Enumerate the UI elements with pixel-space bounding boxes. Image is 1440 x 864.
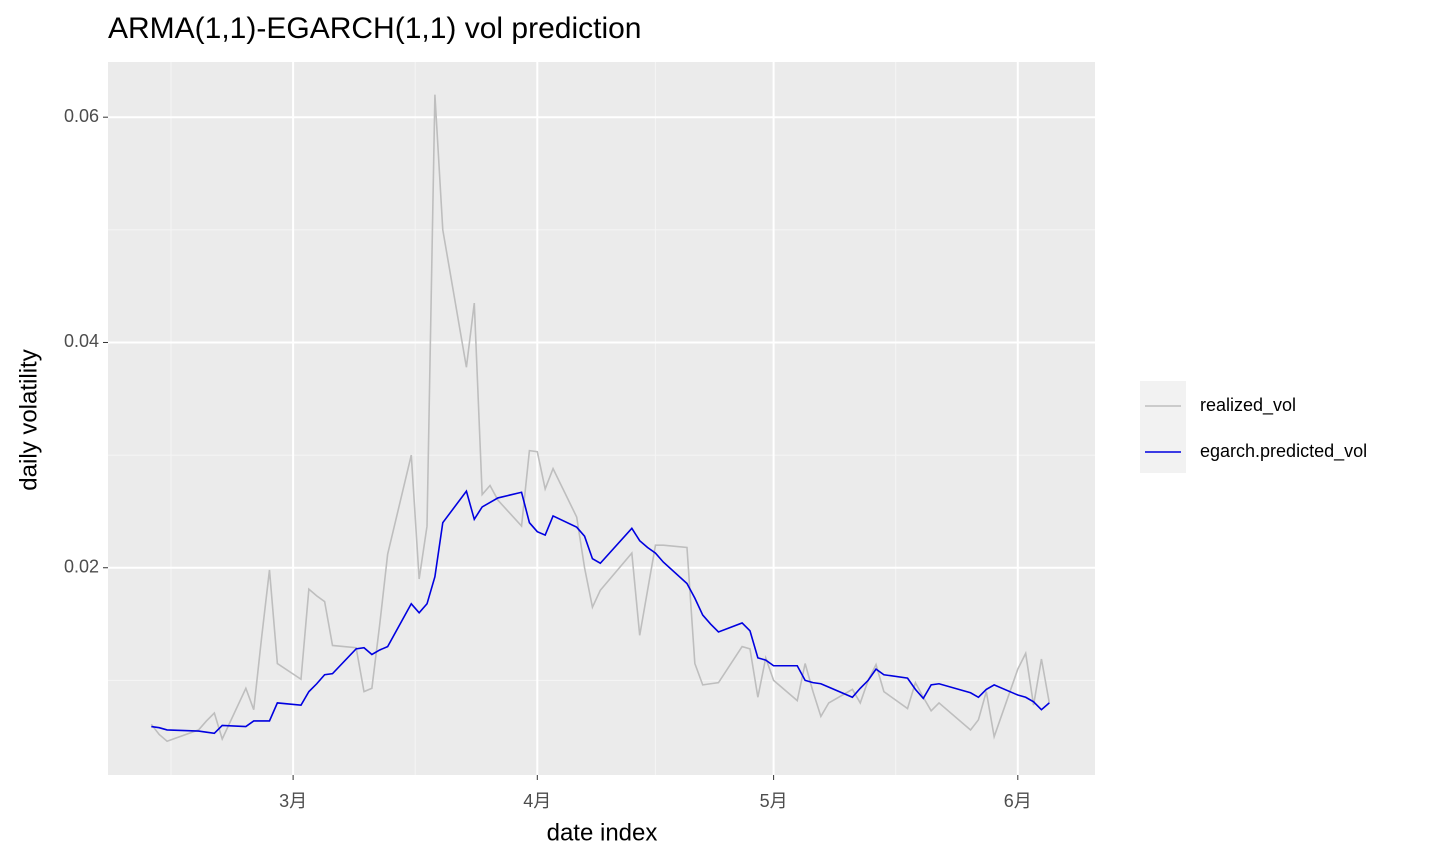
legend-label: egarch.predicted_vol: [1200, 441, 1367, 462]
legend-label: realized_vol: [1200, 395, 1296, 416]
x-tick-label: 4月: [523, 791, 551, 811]
series-line: [151, 489, 1050, 735]
chart-title: ARMA(1,1)-EGARCH(1,1) vol prediction: [108, 12, 641, 45]
x-tick-label: 6月: [1004, 791, 1032, 811]
y-tick-label: 0.04: [64, 331, 99, 351]
x-axis-title: date index: [547, 819, 658, 846]
y-axis-title: daily volatility: [15, 349, 42, 490]
y-tick-label: 0.02: [64, 556, 99, 576]
series-line: [150, 94, 1051, 743]
plot-background: [108, 62, 1095, 775]
y-tick-label: 0.06: [64, 106, 99, 126]
x-tick-label: 5月: [760, 791, 788, 811]
legend-key-background: [1140, 381, 1186, 473]
x-tick-label: 3月: [279, 791, 307, 811]
